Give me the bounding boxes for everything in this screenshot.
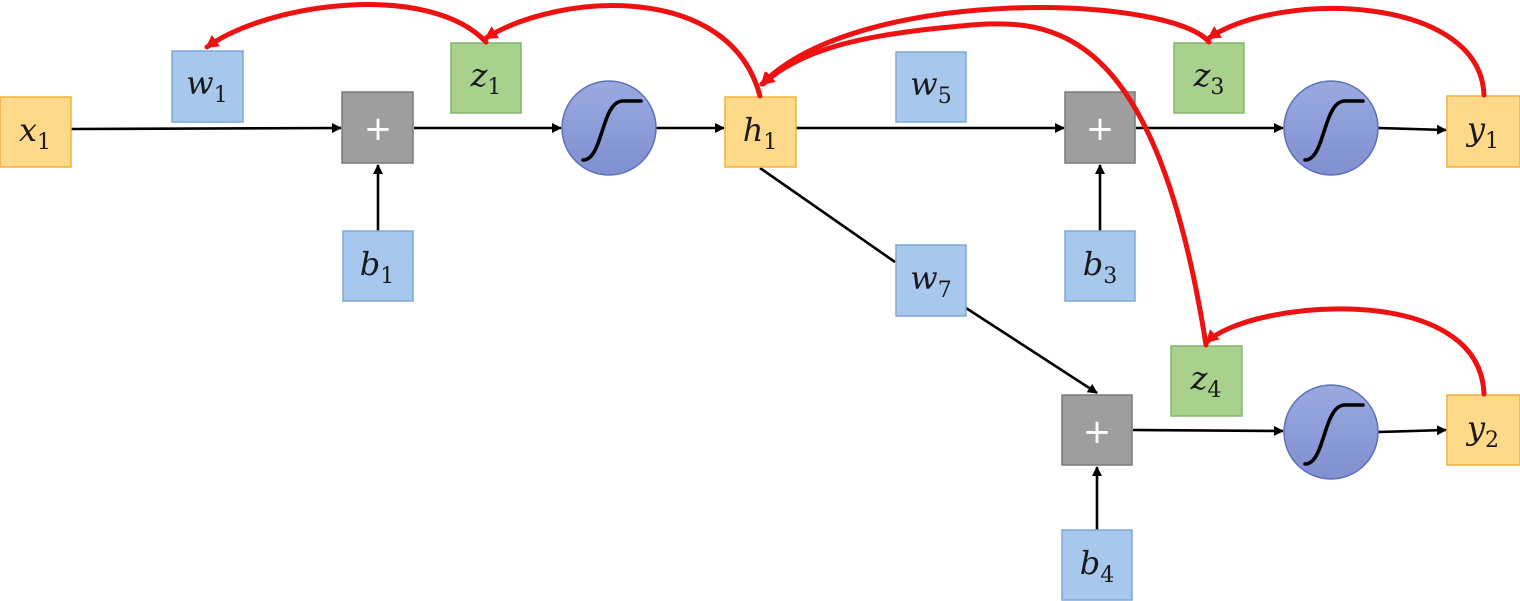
node-y1: y1 [1446, 95, 1520, 168]
backprop-y1-to-z3 [1206, 6, 1487, 98]
plus-icon: + [364, 109, 393, 149]
sigmoid-node-4 [1283, 384, 1379, 480]
node-y2: y2 [1446, 394, 1520, 466]
edge-sigmoid3-to-y1 [1377, 124, 1447, 135]
svg-text:z1: z1 [470, 56, 502, 100]
svg-text:y1: y1 [1465, 110, 1499, 154]
sum-node-3: + [1064, 91, 1136, 164]
forward-edges [70, 123, 1447, 530]
node-x1: x1 [0, 96, 72, 168]
svg-text:y2: y2 [1465, 409, 1499, 453]
node-w1: w1 [171, 50, 244, 123]
edge-h1-to-w7 [759, 166, 896, 264]
backprop-edges [204, 2, 1487, 397]
sum-node-4: + [1061, 394, 1133, 466]
sigmoid-icon [581, 99, 643, 162]
node-z1: z1 [450, 42, 522, 114]
edge-x1-to-sum1 [70, 123, 342, 134]
svg-text:b1: b1 [360, 245, 394, 289]
plus-icon: + [1086, 109, 1115, 149]
svg-text:b4: b4 [1080, 544, 1114, 588]
edge-sigmoid4-to-y2 [1377, 425, 1447, 436]
backprop-h1-to-z1 [483, 3, 763, 99]
sigmoid-node-1 [561, 80, 657, 176]
svg-text:z3: z3 [1193, 56, 1225, 100]
svg-text:w1: w1 [186, 64, 227, 108]
backprop-z1-to-w1 [204, 2, 489, 50]
node-h1: h1 [724, 96, 797, 168]
node-z3: z3 [1173, 42, 1245, 114]
edge-w7-to-sum4 [965, 306, 1098, 395]
sum-node-1: + [341, 91, 414, 164]
node-w5: w5 [895, 51, 967, 123]
backprop-z3-to-h1 [759, 5, 1212, 87]
sigmoid-node-3 [1283, 80, 1379, 176]
svg-text:w7: w7 [910, 259, 951, 303]
svg-text:b3: b3 [1083, 245, 1117, 289]
node-b4: b4 [1061, 529, 1133, 601]
sigmoid-icon [1303, 403, 1365, 466]
sigmoid-icon [1303, 99, 1365, 162]
svg-text:x1: x1 [19, 111, 51, 155]
svg-text:z4: z4 [1190, 359, 1222, 403]
backprop-z4-to-h1 [760, 21, 1209, 348]
svg-text:h1: h1 [743, 111, 778, 155]
plus-icon: + [1083, 412, 1112, 452]
node-b3: b3 [1064, 230, 1136, 302]
node-b1: b1 [342, 230, 414, 302]
node-z4: z4 [1170, 345, 1243, 417]
edge-sum4-to-sigmoid4 [1132, 425, 1284, 436]
svg-text:w5: w5 [910, 65, 951, 109]
node-w7: w7 [895, 244, 967, 317]
backprop-y2-to-z4 [1204, 306, 1487, 397]
